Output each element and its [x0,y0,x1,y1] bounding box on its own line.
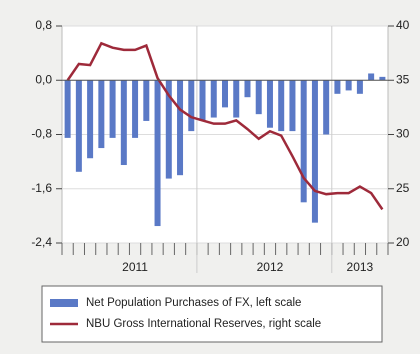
bar [323,80,330,135]
bar [109,80,116,138]
x-tick-label: 2013 [347,260,374,274]
y2-tick-label: 20 [396,235,410,249]
y-tick-label: -1,6 [31,181,52,195]
bar [345,80,352,91]
legend-label: Net Population Purchases of FX, left sca… [86,297,301,309]
y2-tick-label: 30 [396,127,410,141]
line [66,41,384,211]
bar [244,80,251,98]
bar [120,80,127,166]
bar [143,80,150,121]
bar [356,80,363,94]
y2-tick-label: 25 [396,181,410,195]
bar [64,80,71,138]
legend-box [41,285,383,343]
bar [132,80,139,138]
bar [75,80,82,172]
bar [177,80,184,176]
bar [210,80,217,118]
y-tick-label: 0,8 [35,18,52,32]
bar [87,80,94,159]
y2-tick-label: 40 [396,18,410,32]
x-tick-label: 2012 [257,260,284,274]
bar [379,76,386,81]
x-tick-label: 2011 [122,260,148,274]
y-tick-label: -0,8 [31,127,52,141]
bar [255,80,262,115]
bar [300,80,307,203]
bar [233,80,240,118]
bar [334,80,341,94]
bar [154,80,161,227]
bar [222,80,228,108]
y-tick-label: 0,0 [35,72,52,86]
bar [199,80,206,121]
y-tick-label: -2,4 [31,235,52,249]
legend-swatch [50,299,78,307]
bar [165,80,172,179]
bar [278,80,285,132]
bar [368,73,375,81]
bar [266,80,273,128]
bar [289,80,296,132]
bar [98,80,105,149]
bar [188,80,195,132]
bar [311,80,318,223]
legend-label: NBU Gross International Reserves, right … [86,318,321,330]
y2-tick-label: 35 [396,72,410,86]
